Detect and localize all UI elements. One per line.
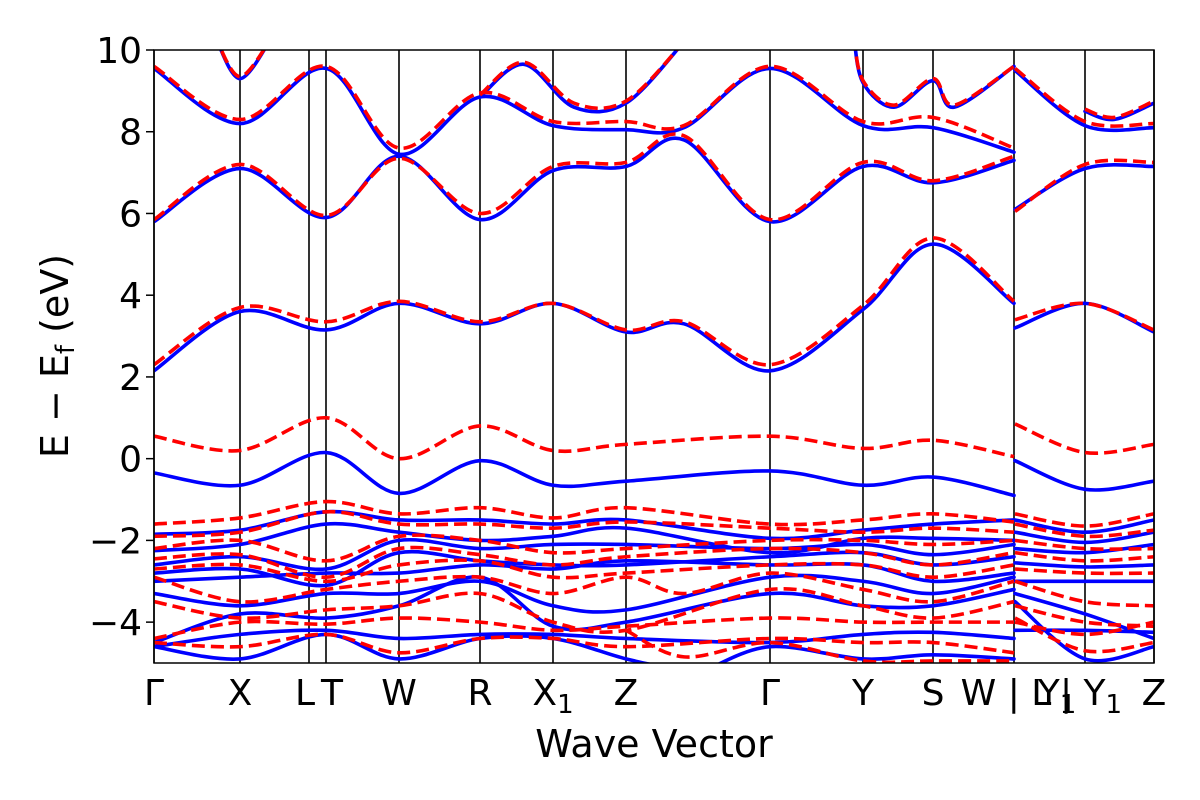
x-tick-label-5: R <box>467 673 492 714</box>
y-axis-label-post: (eV) <box>33 254 77 345</box>
y-tick-label: 4 <box>119 276 142 317</box>
band-line-dashed-16-1 <box>1014 616 1154 654</box>
y-tick-label: 0 <box>119 440 142 481</box>
band-line-dashed-10-1 <box>1014 538 1154 551</box>
band-line-dashed-14-0 <box>154 586 1015 634</box>
y-tick-label: 10 <box>96 31 142 72</box>
y-axis-label-pre: E − E <box>33 354 77 458</box>
x-axis-ticks: Γ X L T W R X1 Z Γ Y S W | L | Y1 ZY1 <box>144 673 1166 720</box>
band-line-dashed-11-0 <box>154 545 1015 579</box>
band-line-solid-1-1 <box>1013 301 1154 334</box>
band-line-dashed-2-1 <box>1013 158 1154 213</box>
band-line-dashed-2-0 <box>154 132 1015 222</box>
x-tick-label-8: Γ <box>760 673 780 714</box>
band-line-dashed-7-0 <box>1084 99 1154 120</box>
x-tick-label-11: W | L <box>961 673 1052 714</box>
x-tick-label-0: Γ <box>144 673 164 714</box>
y-axis-ticks: −4 −2 0 2 4 6 8 10 <box>89 31 154 644</box>
band-line-solid-7-0 <box>1083 101 1154 122</box>
plot-frame <box>153 49 1155 664</box>
band-line-solid-15-1 <box>1013 599 1154 663</box>
band-line-dashed-8-1 <box>1014 512 1154 528</box>
band-line-dashed-13-1 <box>1014 579 1154 608</box>
band-line-dashed-11-1 <box>1014 550 1154 563</box>
band-line-dashed-16-0 <box>154 632 1015 655</box>
band-line-dashed-13-0 <box>154 571 1015 604</box>
band-line-solid-10-1 <box>1013 542 1154 555</box>
y-tick-label: 8 <box>119 113 142 154</box>
y-tick-label: −2 <box>89 521 142 562</box>
band-line-solid-8-0 <box>154 509 1016 541</box>
y-tick-label: 6 <box>119 194 142 235</box>
band-line-solid-0-0 <box>154 450 1016 498</box>
band-line-solid-2-0 <box>154 136 1016 224</box>
band-line-dashed-12-1 <box>1014 567 1154 576</box>
y-tick-label: −4 <box>89 603 142 644</box>
band-line-solid-8-1 <box>1013 518 1154 535</box>
band-line-dashed-6-0 <box>853 50 1016 107</box>
band-line-dashed-8-0 <box>154 499 1015 527</box>
band-line-solid-3-0 <box>154 66 1016 157</box>
band-line-solid-3-1 <box>1013 68 1154 133</box>
x-tick-label-7: Z <box>614 673 639 714</box>
band-line-solid-9-0 <box>154 521 1016 555</box>
band-line-dashed-12-0 <box>154 558 1015 584</box>
band-line-solid-10-0 <box>154 537 1016 572</box>
band-line-solid-16-0 <box>154 632 653 663</box>
band-line-dashed-5-0 <box>478 50 680 111</box>
band-line-dashed-4-0 <box>219 50 266 79</box>
band-line-dashed-17-0 <box>625 628 1014 663</box>
band-line-solid-13-0 <box>154 573 1016 614</box>
band-line-dashed-1-0 <box>154 236 1016 367</box>
x-tick-label-4: W <box>381 673 417 714</box>
x-axis-label: Wave Vector <box>535 722 773 766</box>
band-line-solid-4-0 <box>219 50 267 81</box>
x-tick-label-14: Z <box>1142 673 1167 714</box>
band-line-dashed-3-1 <box>1013 66 1154 128</box>
x-tick-label-3: T <box>320 673 344 714</box>
band-line-solid-1-0 <box>154 242 1016 373</box>
x-tick-label-9: Y <box>851 673 875 714</box>
x-tick-label-2: L <box>295 673 315 714</box>
band-line-solid-0-1 <box>1013 458 1154 492</box>
band-line-dashed-9-0 <box>154 509 1015 539</box>
band-line-solid-17-0 <box>717 644 1016 663</box>
band-line-solid-15-0 <box>154 628 1016 649</box>
y-axis-label: E − Ef (eV) <box>33 254 81 458</box>
band-line-dashed-3-0 <box>154 64 1015 150</box>
x-tick-label-1: X <box>228 673 253 714</box>
band-line-solid-9-1 <box>1013 530 1154 545</box>
band-line-solid-14-1 <box>1013 628 1154 635</box>
band-line-solid-11-1 <box>1013 561 1154 569</box>
band-line-dashed-15-0 <box>154 616 1014 641</box>
x-tick-label-10: S <box>922 673 945 714</box>
y-tick-label: 2 <box>119 358 142 399</box>
y-axis-label-sub: f <box>51 344 81 354</box>
band-line-dashed-10-0 <box>154 533 1015 563</box>
band-line-dashed-0-0 <box>154 415 1015 461</box>
band-line-dashed-15-1 <box>1014 620 1154 637</box>
bands-layer <box>154 50 1154 663</box>
x-tick-label-6: X1 <box>532 673 573 720</box>
band-line-dashed-9-1 <box>1014 522 1154 539</box>
band-line-solid-14-0 <box>154 575 1016 645</box>
